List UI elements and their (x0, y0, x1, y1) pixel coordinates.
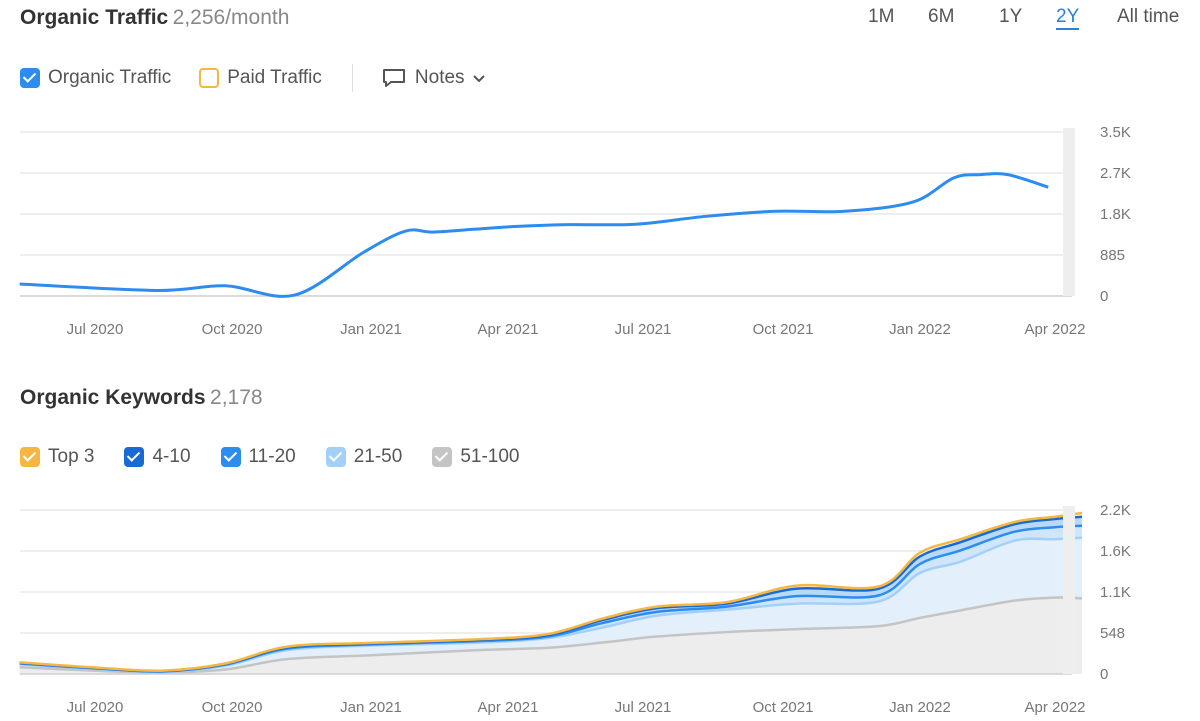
traffic-series-group (19, 172, 1049, 298)
x-tick-label: Oct 2020 (202, 321, 263, 338)
traffic-gridlines (20, 131, 1072, 256)
legend-51-100[interactable]: 51-100 (432, 446, 519, 468)
traffic-chart: 3.5K 2.7K 1.8K 885 0 Jul 2020 Oct 2020 J… (19, 124, 1131, 338)
series-51-100-area (19, 597, 1082, 674)
checkbox-icon[interactable] (220, 447, 241, 467)
x-tick-label: Jan 2022 (889, 321, 951, 338)
keywords-value: 2,178 (210, 386, 263, 409)
traffic-series-line (19, 172, 1049, 298)
legend-top-3[interactable]: Top 3 (20, 446, 94, 468)
traffic-value: 2,256/month (172, 6, 290, 29)
keywords-chart-edge-handle[interactable] (1063, 506, 1075, 674)
y-tick-label: 1.8K (1100, 206, 1131, 223)
legend-label: Paid Traffic (227, 67, 322, 88)
checkbox-icon[interactable] (199, 68, 220, 88)
legend-label: 51-100 (460, 446, 520, 467)
checkbox-icon[interactable] (20, 68, 40, 88)
traffic-legend: Organic Traffic Paid Traffic Notes (20, 64, 487, 92)
legend-21-50[interactable]: 21-50 (325, 446, 403, 468)
legend-4-10[interactable]: 4-10 (124, 446, 191, 468)
x-tick-label: Jan 2021 (340, 321, 402, 338)
notes-label: Notes (414, 67, 465, 88)
checkbox-icon[interactable] (124, 447, 145, 467)
traffic-header: Organic Traffic 2,256/month (20, 6, 289, 30)
checkbox-icon[interactable] (20, 447, 40, 467)
legend-label: Top 3 (48, 446, 95, 467)
y-tick-label: 2.7K (1100, 165, 1131, 182)
legend-paid-traffic[interactable]: Paid Traffic (199, 67, 322, 89)
chevron-down-icon (472, 75, 485, 83)
y-tick-label: 3.5K (1100, 124, 1131, 141)
x-tick-label: Jan 2022 (889, 699, 951, 716)
range-1m-button[interactable]: 1M (868, 6, 895, 27)
checkbox-icon[interactable] (325, 447, 346, 467)
x-tick-label: Jul 2021 (615, 699, 672, 716)
legend-11-20[interactable]: 11-20 (220, 446, 296, 468)
y-tick-label: 885 (1100, 247, 1125, 264)
y-tick-label: 0 (1100, 666, 1108, 683)
traffic-chart-edge-handle[interactable] (1063, 128, 1075, 296)
notes-button[interactable]: Notes (381, 67, 487, 89)
legend-organic-traffic[interactable]: Organic Traffic (20, 67, 171, 89)
range-all-time-button[interactable]: All time (1117, 6, 1180, 27)
legend-label: 21-50 (353, 446, 403, 467)
legend-label: 11-20 (248, 446, 296, 467)
checkbox-icon[interactable] (432, 447, 453, 467)
traffic-title: Organic Traffic (20, 6, 169, 29)
x-tick-label: Apr 2022 (1025, 321, 1086, 338)
y-tick-label: 1.6K (1100, 543, 1131, 560)
x-tick-label: Oct 2021 (753, 699, 814, 716)
series-51-100-line (19, 596, 1083, 674)
y-tick-label: 548 (1100, 625, 1125, 642)
y-tick-label: 2.2K (1100, 502, 1131, 519)
legend-divider (351, 64, 353, 92)
notes-icon (382, 69, 405, 87)
x-tick-label: Apr 2021 (478, 699, 539, 716)
keywords-legend: Top 3 4-10 11-20 21-50 51-100 (20, 446, 519, 468)
x-tick-label: Oct 2020 (202, 699, 263, 716)
x-tick-label: Apr 2021 (478, 321, 539, 338)
keywords-title: Organic Keywords (20, 386, 206, 409)
x-tick-label: Apr 2022 (1025, 699, 1086, 716)
x-tick-label: Jan 2021 (340, 699, 402, 716)
range-6m-button[interactable]: 6M (928, 6, 955, 27)
y-tick-label: 0 (1100, 288, 1108, 305)
keywords-header: Organic Keywords 2,178 (20, 386, 263, 410)
range-1y-button[interactable]: 1Y (999, 6, 1023, 27)
series-top-3-line (19, 511, 1083, 673)
legend-label: 4-10 (152, 446, 191, 467)
y-tick-label: 1.1K (1100, 584, 1131, 601)
legend-label: Organic Traffic (48, 67, 172, 88)
x-tick-label: Jul 2020 (67, 321, 124, 338)
x-tick-label: Oct 2021 (753, 321, 814, 338)
range-2y-button[interactable]: 2Y (1056, 6, 1080, 30)
x-tick-label: Jul 2021 (615, 321, 672, 338)
keywords-chart: 2.2K 1.6K 1.1K 548 0 Jul 2020 Oct 2020 J… (19, 502, 1131, 716)
x-tick-label: Jul 2020 (67, 699, 124, 716)
keywords-series-group (19, 511, 1083, 674)
